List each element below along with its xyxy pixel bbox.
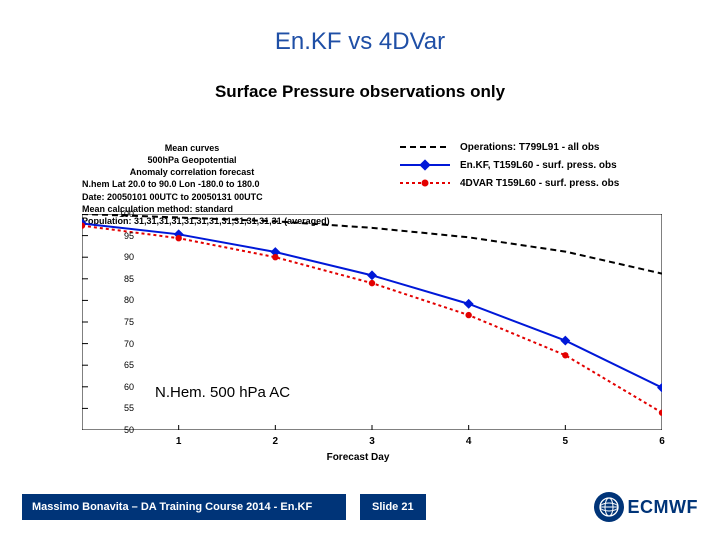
y-tick-label: 95: [124, 231, 134, 241]
y-tick-label: 50: [124, 425, 134, 435]
y-tick-label: 60: [124, 382, 134, 392]
meta-line: N.hem Lat 20.0 to 90.0 Lon -180.0 to 180…: [82, 178, 330, 190]
x-tick-label: 1: [176, 436, 182, 447]
y-tick-label: 90: [124, 252, 134, 262]
footer-slide-number: Slide 21: [360, 494, 426, 520]
legend-swatch-ops: [398, 140, 452, 154]
legend-swatch-enkf: [398, 158, 452, 172]
y-tick-label: 100: [119, 209, 134, 219]
globe-icon: [594, 492, 624, 522]
slide-footer: Massimo Bonavita – DA Training Course 20…: [0, 490, 720, 524]
line-chart: [82, 214, 662, 430]
legend-label: En.KF, T159L60 - surf. press. obs: [460, 160, 617, 171]
x-tick-label: 3: [369, 436, 375, 447]
legend-item: 4DVAR T159L60 - surf. press. obs: [398, 174, 619, 192]
y-tick-label: 80: [124, 295, 134, 305]
y-tick-label: 70: [124, 339, 134, 349]
legend-item: En.KF, T159L60 - surf. press. obs: [398, 156, 619, 174]
legend-item: Operations: T799L91 - all obs: [398, 138, 619, 156]
meta-line: Date: 20050101 00UTC to 20050131 00UTC: [82, 191, 330, 203]
y-tick-label: 85: [124, 274, 134, 284]
x-tick-label: 4: [466, 436, 472, 447]
x-tick-label: 5: [563, 436, 569, 447]
legend-label: Operations: T799L91 - all obs: [460, 142, 599, 153]
x-tick-label: 2: [273, 436, 279, 447]
legend-label: 4DVAR T159L60 - surf. press. obs: [460, 178, 619, 189]
y-tick-label: 75: [124, 317, 134, 327]
chart-legend: Operations: T799L91 - all obs En.KF, T15…: [398, 138, 619, 192]
meta-line: 500hPa Geopotential: [82, 154, 302, 166]
slide-title: En.KF vs 4DVar: [0, 28, 720, 56]
slide-subtitle: Surface Pressure observations only: [0, 82, 720, 102]
x-axis-label: Forecast Day: [327, 452, 390, 463]
logo-text: ECMWF: [628, 497, 698, 518]
meta-line: Mean curves: [82, 142, 302, 154]
legend-swatch-4dvar: [398, 176, 452, 190]
ecmwf-logo: ECMWF: [594, 490, 698, 524]
meta-line: Anomaly correlation forecast: [82, 166, 302, 178]
y-tick-label: 55: [124, 403, 134, 413]
footer-author: Massimo Bonavita – DA Training Course 20…: [22, 494, 346, 520]
x-tick-label: 6: [659, 436, 665, 447]
y-tick-label: 65: [124, 360, 134, 370]
